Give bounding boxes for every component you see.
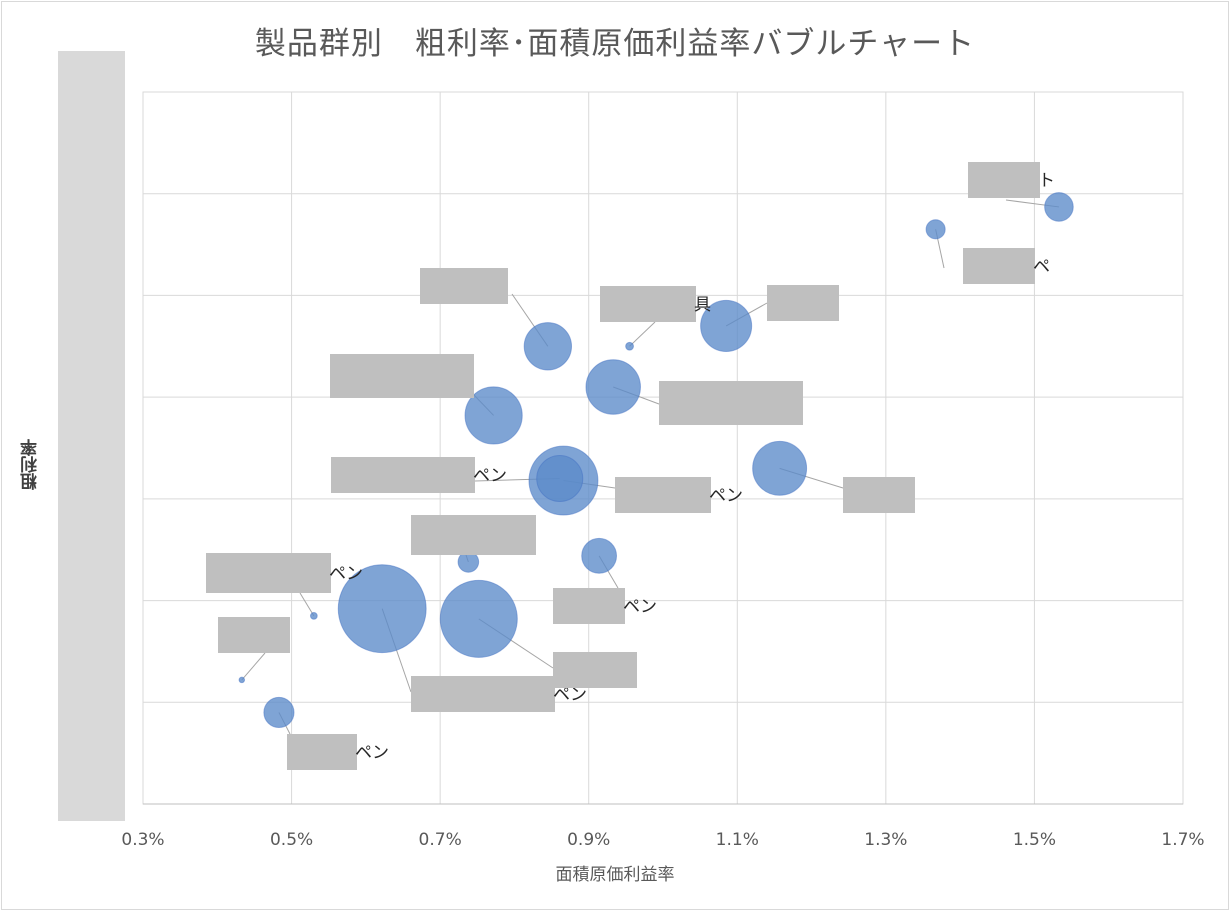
label-mask (963, 248, 1035, 284)
bubble-point (752, 440, 808, 496)
bubble-point (536, 454, 584, 503)
data-label: ペン (355, 743, 389, 763)
bubble-point (464, 386, 523, 445)
bubble-point (700, 299, 753, 352)
data-label: ペン (473, 466, 507, 486)
data-label: ペン (709, 486, 743, 506)
label-mask (615, 477, 711, 513)
x-tick-label: 0.7% (419, 830, 462, 850)
data-label: 具 (694, 295, 711, 315)
label-mask (218, 617, 290, 653)
bubble-point (925, 219, 946, 240)
label-mask (411, 515, 536, 555)
x-tick-label: 1.7% (1161, 830, 1204, 850)
x-tick-label: 1.1% (716, 830, 759, 850)
x-tick-label: 0.9% (567, 830, 610, 850)
x-tick-label: 0.3% (121, 830, 164, 850)
chart-title: 製品群別 粗利率･面積原価利益率バブルチャート (254, 26, 976, 62)
x-tick-label: 0.5% (270, 830, 313, 850)
label-mask (553, 652, 637, 688)
bubble-point (337, 564, 427, 654)
bubble-point (581, 537, 618, 574)
bubble-point (1044, 192, 1074, 222)
bubble-point (439, 579, 518, 658)
leader-line (241, 652, 266, 681)
bubble-point (585, 359, 641, 415)
label-mask (553, 588, 625, 624)
x-tick-label: 1.3% (864, 830, 907, 850)
data-label: ペン (329, 564, 363, 584)
plot-border (142, 91, 1184, 805)
x-axis-label: 面積原価利益率 (555, 865, 675, 885)
data-label: ペ (1033, 257, 1050, 277)
data-label: ペン (623, 597, 657, 617)
label-mask (331, 457, 475, 493)
label-mask (968, 162, 1040, 198)
bubble-point (263, 696, 295, 729)
y-axis-tick-mask (58, 51, 125, 821)
label-mask (330, 354, 474, 398)
label-mask (659, 381, 803, 425)
label-mask (411, 676, 555, 712)
label-mask (287, 734, 357, 770)
label-mask (600, 286, 696, 322)
label-mask (843, 477, 915, 513)
label-mask (206, 553, 331, 593)
leader-line (629, 321, 656, 347)
data-label: ペン (553, 685, 587, 705)
bubble-point (625, 341, 634, 351)
x-tick-label: 1.5% (1013, 830, 1056, 850)
bubble-point (238, 676, 246, 684)
bubble-point (523, 322, 573, 371)
label-mask (767, 285, 839, 321)
leader-line (299, 592, 315, 617)
bubble-point (309, 611, 318, 620)
label-mask (420, 268, 508, 304)
data-label: ト (1038, 171, 1055, 191)
